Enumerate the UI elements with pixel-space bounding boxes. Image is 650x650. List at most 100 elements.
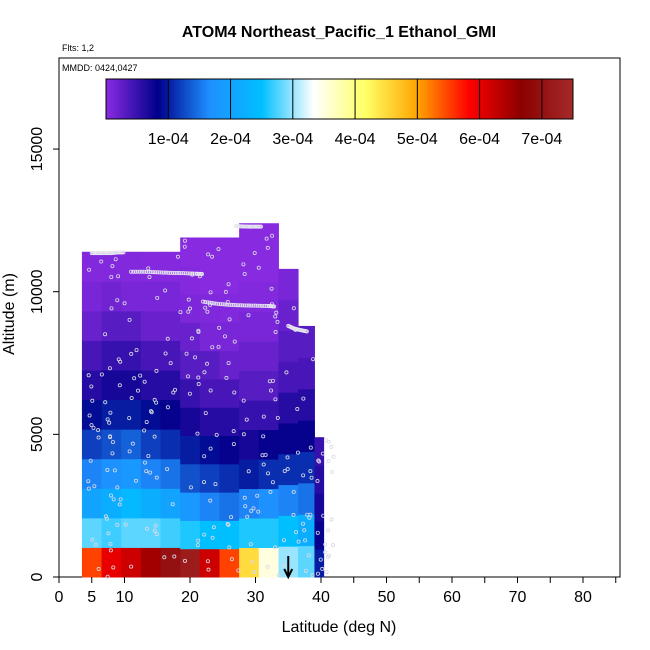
sample-point <box>245 514 250 519</box>
heatmap-cell <box>160 399 181 430</box>
track-point <box>257 303 262 308</box>
track-point <box>272 304 277 309</box>
sample-point <box>308 512 313 517</box>
arrow-head <box>283 568 294 580</box>
track-point <box>262 303 267 308</box>
sample-point <box>93 542 98 547</box>
sample-point <box>182 238 187 243</box>
heatmap-cell <box>239 400 260 431</box>
sample-point <box>223 289 228 294</box>
sample-point <box>310 573 315 578</box>
heatmap-cell <box>314 549 325 578</box>
heatmap-cell <box>121 517 142 548</box>
track-point <box>225 302 230 307</box>
track-point <box>179 271 184 276</box>
track-point <box>249 303 254 308</box>
track-point <box>212 301 217 306</box>
sample-point <box>208 290 213 295</box>
sample-point <box>111 497 116 502</box>
sample-point <box>309 475 314 480</box>
colorbar-tick-label: 1e-04 <box>148 131 189 148</box>
heatmap-cell <box>298 545 315 578</box>
sample-point <box>210 254 215 259</box>
track-point <box>222 302 227 307</box>
sample-point <box>248 542 253 547</box>
sample-point <box>315 530 320 535</box>
sample-point <box>152 397 157 402</box>
track-point <box>201 299 206 304</box>
heatmap-cell <box>199 378 220 408</box>
track-point <box>135 269 140 274</box>
heatmap-cell <box>160 340 181 371</box>
sample-point <box>276 573 281 578</box>
sample-point <box>147 274 152 279</box>
sample-point <box>320 451 325 456</box>
sample-point <box>241 262 246 267</box>
sample-point <box>241 432 246 437</box>
heatmap-cell <box>140 399 162 430</box>
heatmap-cell <box>140 370 162 401</box>
heatmap-cell <box>314 493 325 522</box>
sample-point <box>285 467 290 472</box>
sample-point <box>224 375 229 380</box>
heatmap-cell <box>298 325 315 358</box>
sample-point <box>182 244 187 249</box>
sample-point <box>202 454 207 459</box>
sample-point <box>127 317 132 322</box>
heatmap-cell <box>160 458 181 489</box>
sample-point <box>104 514 109 519</box>
sample-point <box>103 332 108 337</box>
sample-point <box>196 375 201 380</box>
x-tick-label: 20 <box>181 589 199 606</box>
heatmap-cell <box>180 265 201 295</box>
sample-point <box>300 521 305 526</box>
heatmap-cells <box>81 223 325 578</box>
sample-point <box>250 559 255 564</box>
track-point <box>258 224 263 229</box>
heatmap-cell <box>239 311 260 342</box>
track-point <box>231 303 236 308</box>
sample-point <box>236 568 241 573</box>
sample-point <box>127 449 132 454</box>
heatmap-cell <box>160 281 181 312</box>
sample-point <box>210 535 215 540</box>
heatmap-cell <box>219 407 240 437</box>
track-point <box>227 302 232 307</box>
x-axis-label: Latitude (deg N) <box>282 619 397 636</box>
sample-point <box>132 376 137 381</box>
sample-point <box>208 388 213 393</box>
track-point <box>244 303 249 308</box>
heatmap-cell <box>239 459 260 490</box>
sample-point <box>266 471 271 476</box>
x-tick-label: 70 <box>509 589 527 606</box>
sample-point <box>163 288 168 293</box>
sample-point <box>96 428 101 433</box>
sample-point <box>146 454 151 459</box>
heatmap-cell <box>278 268 299 301</box>
sample-point <box>165 336 170 341</box>
x-tick-label: 5 <box>87 589 96 606</box>
sample-point <box>329 517 334 522</box>
sample-point <box>273 330 278 335</box>
sample-point <box>205 559 210 564</box>
heatmap-cell <box>180 492 201 521</box>
heatmap-cell <box>199 265 220 295</box>
sample-point <box>154 368 159 373</box>
sample-point <box>205 361 210 366</box>
track-point <box>157 270 162 275</box>
heatmap-cell <box>199 237 220 267</box>
sample-point <box>226 522 231 527</box>
heatmap-cell <box>160 251 181 282</box>
heatmap-cell <box>180 350 201 380</box>
sample-point <box>227 545 232 550</box>
heatmap-cell <box>140 547 162 578</box>
sample-point <box>273 397 278 402</box>
track-point <box>251 303 256 308</box>
track-point <box>148 270 153 275</box>
sample-point <box>178 310 183 315</box>
down-arrow <box>283 556 294 580</box>
heatmap-cell <box>121 281 142 312</box>
track-point <box>163 270 168 275</box>
sample-point <box>154 532 159 537</box>
sample-point <box>323 542 328 547</box>
